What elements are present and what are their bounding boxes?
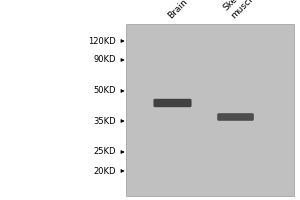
Text: 50KD: 50KD (93, 86, 116, 95)
Text: Brain: Brain (166, 0, 189, 20)
Bar (126, 24, 294, 196)
Text: Skeletal
muscle: Skeletal muscle (222, 0, 261, 20)
FancyBboxPatch shape (217, 113, 254, 121)
FancyBboxPatch shape (153, 99, 191, 107)
Text: 25KD: 25KD (93, 148, 116, 156)
Text: 90KD: 90KD (93, 55, 116, 64)
Text: 35KD: 35KD (93, 116, 116, 126)
Text: 20KD: 20KD (93, 166, 116, 176)
Text: 120KD: 120KD (88, 36, 116, 46)
